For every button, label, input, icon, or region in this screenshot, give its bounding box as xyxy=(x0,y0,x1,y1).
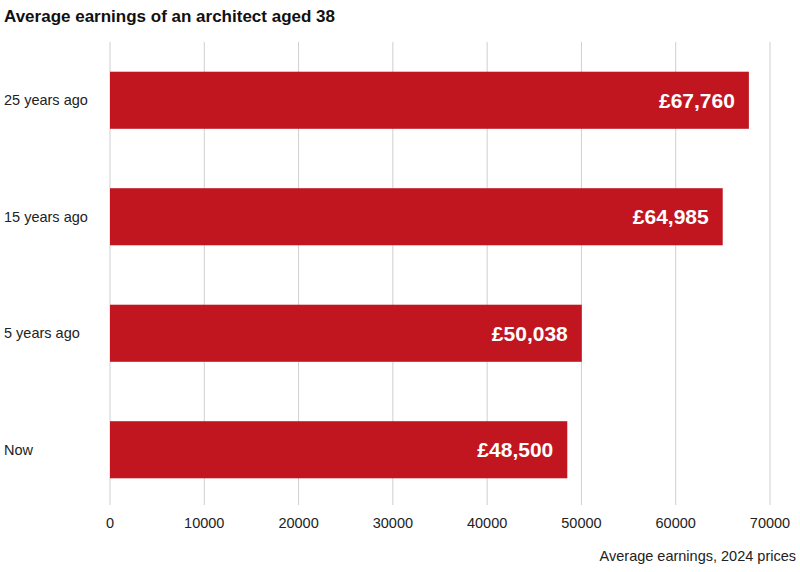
tick-label: 40000 xyxy=(467,515,507,531)
tick-label: 60000 xyxy=(656,515,696,531)
tick-label: 70000 xyxy=(750,515,790,531)
chart: Average earnings of an architect aged 38… xyxy=(0,0,800,572)
bar xyxy=(110,72,749,129)
tick-label: 20000 xyxy=(278,515,318,531)
grid-line xyxy=(770,42,771,505)
data-label: £50,038 xyxy=(492,322,568,345)
category-label: 15 years ago xyxy=(4,209,88,225)
bar xyxy=(110,305,582,362)
tick-label: 0 xyxy=(106,515,114,531)
tick-label: 50000 xyxy=(561,515,601,531)
data-label: £48,500 xyxy=(477,438,553,461)
category-label: 5 years ago xyxy=(4,325,80,341)
bars xyxy=(110,72,749,479)
data-label: £67,760 xyxy=(659,89,735,112)
bar xyxy=(110,421,567,478)
category-label: 25 years ago xyxy=(4,92,88,108)
tick-label: 30000 xyxy=(373,515,413,531)
data-label: £64,985 xyxy=(633,205,709,228)
axis-label: Average earnings, 2024 prices xyxy=(600,548,796,564)
title: Average earnings of an architect aged 38 xyxy=(4,7,335,26)
tick-label: 10000 xyxy=(184,515,224,531)
bar xyxy=(110,188,723,245)
grid xyxy=(110,42,770,505)
category-label: Now xyxy=(4,442,34,458)
